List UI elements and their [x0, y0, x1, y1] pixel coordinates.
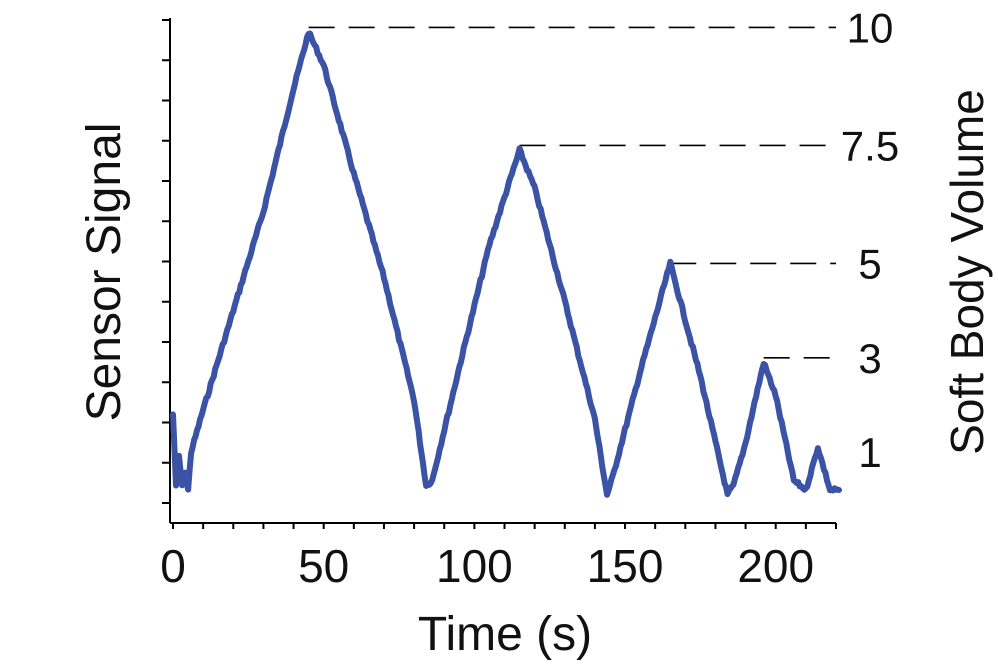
right-tick-label: 10: [847, 4, 894, 51]
x-tick-label: 150: [587, 540, 664, 592]
right-tick-label: 7.5: [841, 122, 899, 169]
axes: [169, 18, 836, 524]
right-tick-label: 1: [858, 429, 881, 476]
x-axis-title: Time (s): [418, 608, 592, 661]
right-tick-label: 5: [858, 240, 881, 287]
right-tick-label: 3: [858, 335, 881, 382]
tick-labels: 0 50 100 150 200 10 7.5 5 3 1: [160, 4, 899, 592]
x-tick-label: 200: [737, 540, 814, 592]
ticks: [162, 19, 837, 529]
sensor-signal-line: [170, 30, 842, 498]
y-axis-title-right: Soft Body Volume: [941, 89, 993, 455]
x-tick-label: 50: [298, 540, 349, 592]
x-tick-label: 0: [160, 540, 186, 592]
y-axis-title-left: Sensor Signal: [78, 123, 131, 422]
x-tick-label: 100: [436, 540, 513, 592]
reference-lines: [308, 26, 836, 359]
